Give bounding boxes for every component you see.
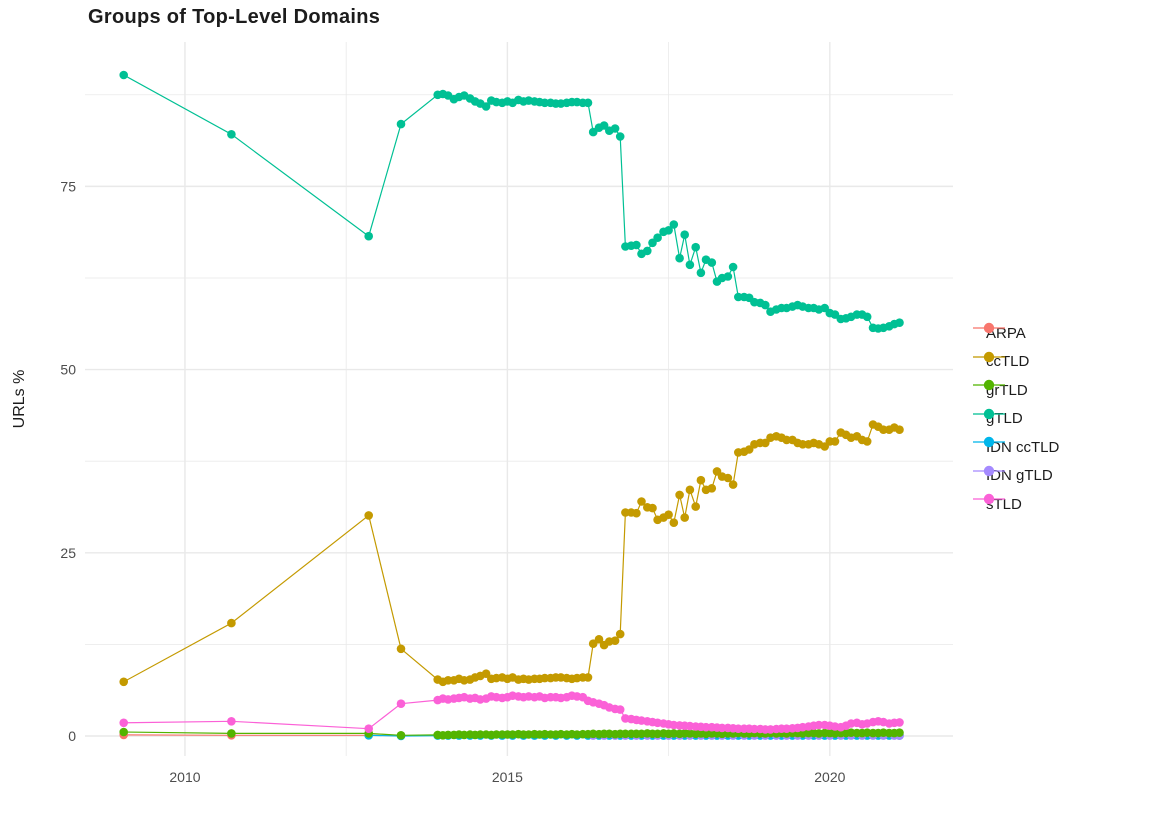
series-line (123, 74, 900, 330)
data-point (227, 729, 236, 738)
data-point (830, 437, 840, 446)
data-point (862, 437, 872, 446)
data-point (728, 262, 738, 272)
data-point (723, 272, 733, 281)
x-tick-label: 2015 (492, 769, 523, 785)
data-point (632, 508, 641, 518)
legend-key-icon (973, 408, 1005, 419)
data-point (599, 121, 609, 130)
data-point (481, 102, 491, 111)
data-point (227, 130, 236, 139)
data-point (583, 98, 593, 108)
data-point (615, 132, 625, 141)
data-point (583, 673, 593, 682)
data-point (696, 475, 706, 485)
data-point (664, 510, 673, 519)
data-point (632, 240, 641, 250)
data-point (696, 268, 706, 278)
data-point (396, 644, 406, 654)
legend-key-icon (973, 493, 1005, 505)
data-point (862, 312, 872, 322)
data-point (685, 260, 695, 270)
series-sTLD (119, 691, 904, 734)
data-point (669, 518, 679, 527)
data-point (744, 445, 754, 454)
data-point (396, 119, 406, 129)
data-point (643, 246, 652, 256)
data-point (707, 258, 717, 267)
y-tick-label: 75 (60, 178, 76, 194)
data-point (653, 233, 662, 242)
legend-key-icon (973, 465, 1005, 476)
x-tick-label: 2020 (814, 769, 845, 785)
data-point (691, 502, 700, 511)
data-point (594, 635, 604, 644)
data-point (895, 425, 904, 435)
data-point (707, 484, 717, 493)
data-point (675, 490, 684, 500)
data-point (685, 485, 695, 495)
legend-key-icon (973, 351, 1005, 362)
data-series (119, 70, 904, 741)
legend-item-ARPA: ARPA (972, 319, 1026, 347)
data-point (648, 503, 657, 513)
y-tick-label: 25 (60, 545, 76, 561)
data-point (119, 677, 128, 687)
data-point (664, 226, 673, 235)
data-point (119, 718, 128, 728)
data-point (396, 699, 406, 708)
data-point (691, 242, 700, 252)
chart-title: Groups of Top-Level Domains (88, 6, 381, 28)
legend-key-icon (973, 436, 1005, 448)
data-point (680, 230, 689, 239)
legend-item-gTLD: gTLD (972, 405, 1023, 433)
data-point (723, 473, 733, 483)
data-point (610, 124, 620, 133)
data-point (364, 724, 374, 733)
data-point (615, 705, 625, 714)
y-tick-label: 50 (60, 362, 76, 378)
data-point (637, 497, 646, 506)
data-point (680, 513, 689, 522)
axis-tick-labels: 2010 2015 2020 0 25 50 75 (60, 178, 845, 785)
data-point (364, 231, 374, 241)
data-point (895, 318, 904, 328)
data-point (761, 300, 770, 310)
data-point (669, 220, 679, 229)
legend-key-icon (973, 322, 1005, 334)
data-point (895, 718, 904, 727)
data-point (610, 636, 620, 645)
series-line (123, 695, 900, 731)
series-line (123, 734, 402, 737)
legend-item-sTLD: sTLD (972, 490, 1022, 518)
y-tick-label: 0 (68, 728, 76, 744)
data-point (364, 511, 374, 520)
data-point (895, 728, 904, 737)
data-point (227, 717, 236, 726)
series-ccTLD (119, 420, 904, 687)
legend-item-grTLD: grTLD (972, 376, 1028, 404)
legend: ARPA ccTLD grTLD gTLD IDN ccTLD IDN gTLD sTLD (972, 0, 1164, 827)
legend-item-ccTLD: ccTLD (972, 348, 1029, 376)
x-tick-label: 2010 (169, 769, 200, 785)
y-axis-title: URLs % (11, 370, 28, 429)
gridlines (85, 42, 953, 756)
data-point (119, 727, 128, 737)
legend-item-IDN-gTLD: IDN gTLD (972, 462, 1053, 490)
legend-key-icon (973, 379, 1005, 391)
legend-item-IDN-ccTLD: IDN ccTLD (972, 433, 1059, 461)
series-gTLD (119, 70, 904, 333)
data-point (119, 70, 128, 80)
data-point (615, 629, 625, 639)
data-point (227, 618, 236, 628)
data-point (728, 480, 738, 489)
data-point (396, 731, 406, 740)
data-point (761, 438, 770, 448)
data-point (675, 253, 684, 263)
